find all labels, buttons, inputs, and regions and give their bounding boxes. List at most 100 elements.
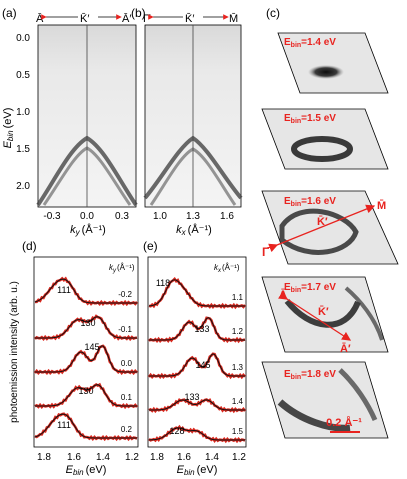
spectrum-peak-label: 130	[78, 386, 93, 396]
spectrum-k-label: 0.2	[121, 425, 133, 434]
map-point-k: K̄′	[318, 306, 329, 318]
x-tick: 1.2	[125, 452, 139, 463]
panel-a-y-ticks: 0.0 0.5 1.0 1.5 2.0	[16, 33, 30, 192]
spectrum-peak-label: 111	[57, 420, 71, 430]
map-energy-label: Ebin=1.8 eV	[284, 369, 336, 381]
panel-c-label: (c)	[266, 6, 280, 20]
panel-b: (b) Γ̄ K̄′ M̄ 1.0 1.3 1.6 kx (Å⁻¹)	[131, 6, 243, 237]
spectrum-peak-label: 128	[169, 426, 184, 436]
spectrum-k-label: 1.5	[232, 427, 244, 436]
map-path-arrow	[277, 290, 352, 341]
panel-b-top-right: M̄	[229, 12, 238, 25]
map-point-a: Ā	[279, 289, 287, 301]
spectrum-peak-label: 145	[84, 342, 99, 352]
x-tick: 1.2	[232, 452, 246, 463]
spectrum-fit	[149, 353, 245, 377]
x-tick: 1.6	[220, 211, 234, 222]
x-tick: 1.4	[205, 452, 219, 463]
panel-c: (c) Ebin=1.4 eV Ebin=1.5 eV Ebin=1.6 eV …	[261, 6, 399, 439]
panel-a-top-mid: K̄′	[80, 12, 89, 25]
spectrum-peak-label: 111	[57, 285, 71, 295]
cem-map-5: Ebin=1.8 eV 0.2 Å⁻¹	[261, 361, 389, 439]
map-frame	[277, 32, 389, 94]
cem-map-3: Ebin=1.6 eV M̄ K̄′ Γ̄	[261, 190, 399, 265]
panel-b-x-ticks: 1.0 1.3 1.6	[153, 211, 234, 222]
map-energy-label: Ebin=1.6 eV	[284, 196, 336, 208]
map-energy-label: Ebin=1.5 eV	[284, 113, 336, 125]
panel-d-label: (d)	[22, 239, 37, 253]
map-feature	[291, 136, 353, 162]
panel-a-top-left: Ā	[36, 13, 44, 25]
spectrum-data	[147, 352, 246, 380]
map-path-arrow	[268, 204, 376, 253]
panel-e-frame	[147, 256, 247, 448]
spectrum-fit	[35, 316, 137, 339]
spectrum-k-label: 1.2	[232, 327, 244, 336]
x-tick: 0.3	[115, 211, 129, 222]
map-feature	[277, 399, 351, 432]
x-tick: 0.0	[80, 211, 94, 222]
y-tick: 2.0	[16, 181, 30, 192]
y-tick: 0.5	[16, 70, 30, 81]
panel-d-ylabel: photoemission intensity (arb. u.)	[9, 281, 20, 423]
y-tick: 1.5	[16, 144, 30, 155]
panel-d-xlabel: Ebin (eV)	[66, 464, 107, 477]
panel-d-x-ticks: 1.8 1.6 1.4 1.2	[37, 452, 139, 463]
cem-map-2: Ebin=1.5 eV	[261, 108, 389, 170]
spectrum-peak-label: 130	[80, 318, 95, 328]
map-point-a-prime: Ā′	[340, 343, 351, 355]
panel-b-xlabel: kx (Å⁻¹)	[176, 223, 212, 237]
cem-map-1: Ebin=1.4 eV	[277, 32, 389, 94]
spectrum-peak-label: 145	[195, 360, 210, 370]
x-tick: 1.8	[150, 452, 164, 463]
x-tick: 1.6	[67, 452, 81, 463]
spectrum-fit	[35, 345, 137, 373]
x-tick: -0.3	[43, 211, 61, 222]
x-tick: 1.8	[37, 452, 51, 463]
panel-d-legend: ky(Å⁻¹)	[109, 263, 135, 274]
map-feature	[308, 65, 344, 79]
spectrum-k-label: -0.2	[118, 290, 132, 299]
spectrum-peak-label: 133	[184, 392, 199, 402]
panel-e-curves: 118 1.1 133 1.2 145 1.3 133 1.4 128 1.5	[147, 277, 247, 444]
spectrum-fit	[149, 427, 245, 441]
map-feature-secondary	[338, 368, 378, 422]
spectrum-k-label: 1.4	[232, 397, 244, 406]
panel-d-curves: 111 -0.2 130 -0.1 145 0.0 130 0.1 111 0.2	[33, 276, 139, 442]
panel-e-legend: kx(Å⁻¹)	[214, 263, 240, 274]
spectrum-fit	[149, 317, 245, 341]
panel-e-label: (e)	[143, 239, 158, 253]
spectrum-k-label: 0.0	[121, 359, 133, 368]
panel-e-xlabel: Ebin (eV)	[177, 464, 218, 477]
spectrum-fit	[148, 279, 245, 307]
panel-a-x-ticks: -0.3 0.0 0.3	[43, 211, 129, 222]
spectrum-peak-label: 133	[194, 324, 209, 334]
panel-a-xlabel: ky (Å⁻¹)	[70, 223, 106, 237]
spectrum-peak-label: 118	[156, 278, 170, 288]
panel-d: (d) ky(Å⁻¹) 111 -0.2130-0.11450.01300.111…	[9, 239, 139, 477]
panel-a-label: (a)	[2, 6, 17, 20]
panel-b-label: (b)	[131, 6, 146, 20]
spectrum-fit	[35, 384, 137, 407]
x-tick: 1.6	[177, 452, 191, 463]
map-energy-label: Ebin=1.7 eV	[284, 282, 336, 294]
cem-map-4: Ebin=1.7 eV Ā K̄′ Ā′	[261, 276, 389, 355]
map-point-m: M̄	[377, 200, 386, 212]
x-tick: 1.4	[96, 452, 110, 463]
map-point-gamma: Γ̄	[262, 245, 271, 259]
panel-a-ylabel: Ebin(eV)	[2, 108, 15, 149]
panel-b-top-left: Γ̄	[143, 13, 151, 25]
map-energy-label: Ebin=1.4 eV	[284, 37, 336, 49]
spectrum-fit	[34, 278, 137, 304]
x-tick: 1.3	[186, 211, 200, 222]
panel-a-top-right: Ā′	[122, 13, 131, 25]
panel-e-x-ticks: 1.8 1.6 1.4 1.2	[150, 452, 246, 463]
panel-b-top-mid: K̄′	[185, 12, 194, 25]
spectrum-fit	[34, 413, 137, 439]
spectrum-k-label: 0.1	[121, 393, 133, 402]
panel-a: (a) Ā K̄′ Ā′ 0.0 0.5 1.0 1.5 2.0 Ebin(eV…	[2, 6, 138, 237]
map-point-k: K̄′	[317, 216, 328, 228]
spectrum-fit	[149, 399, 245, 411]
